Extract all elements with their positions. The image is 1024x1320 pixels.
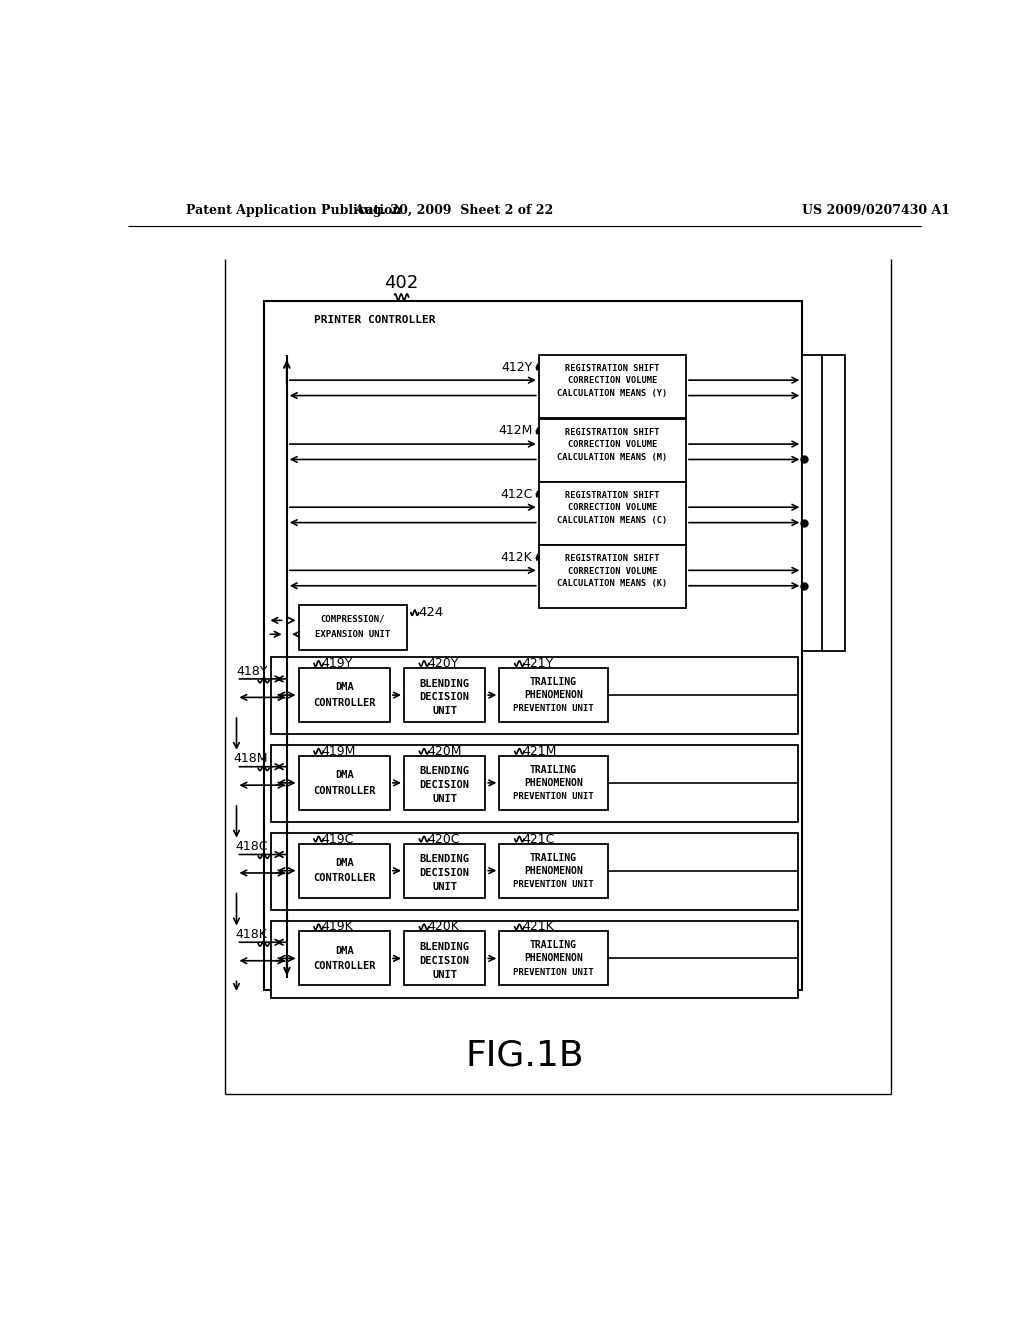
- Text: TRAILING: TRAILING: [530, 764, 577, 775]
- Text: 418Y: 418Y: [237, 665, 267, 677]
- Text: UNIT: UNIT: [432, 706, 457, 717]
- Text: 421M: 421M: [522, 744, 557, 758]
- Text: CALCULATION MEANS (C): CALCULATION MEANS (C): [557, 516, 668, 525]
- Text: 420C: 420C: [427, 833, 460, 846]
- Text: 418C: 418C: [234, 841, 267, 853]
- Text: 419M: 419M: [322, 744, 356, 758]
- Text: 412M: 412M: [498, 425, 532, 437]
- Text: 421Y: 421Y: [522, 657, 554, 671]
- Bar: [802, 355, 845, 651]
- Bar: [403, 932, 485, 985]
- Bar: [403, 668, 485, 722]
- Text: CORRECTION VOLUME: CORRECTION VOLUME: [567, 566, 657, 576]
- Text: PRINTER CONTROLLER: PRINTER CONTROLLER: [314, 315, 435, 325]
- Text: PHENOMENON: PHENOMENON: [524, 953, 583, 964]
- Text: REGISTRATION SHIFT: REGISTRATION SHIFT: [565, 364, 659, 374]
- Text: DMA: DMA: [335, 770, 353, 780]
- Text: PREVENTION UNIT: PREVENTION UNIT: [513, 792, 594, 801]
- Bar: [271, 921, 799, 998]
- Text: PHENOMENON: PHENOMENON: [524, 866, 583, 875]
- Bar: [263, 301, 802, 990]
- Bar: [299, 668, 390, 722]
- Text: 419Y: 419Y: [322, 657, 353, 671]
- Text: Patent Application Publication: Patent Application Publication: [186, 205, 401, 218]
- Text: UNIT: UNIT: [432, 795, 457, 804]
- Text: 412C: 412C: [500, 487, 532, 500]
- Text: PHENOMENON: PHENOMENON: [524, 690, 583, 700]
- Text: PREVENTION UNIT: PREVENTION UNIT: [513, 705, 594, 713]
- Text: DECISION: DECISION: [420, 693, 470, 702]
- Text: CORRECTION VOLUME: CORRECTION VOLUME: [567, 376, 657, 385]
- Text: 418M: 418M: [233, 752, 267, 766]
- Text: CONTROLLER: CONTROLLER: [313, 874, 376, 883]
- Bar: [403, 843, 485, 898]
- Text: CALCULATION MEANS (K): CALCULATION MEANS (K): [557, 579, 668, 587]
- Text: DECISION: DECISION: [420, 780, 470, 791]
- Text: FIG.1B: FIG.1B: [466, 1039, 584, 1072]
- Text: TRAILING: TRAILING: [530, 940, 577, 950]
- Text: 418K: 418K: [236, 928, 267, 941]
- Text: BLENDING: BLENDING: [420, 854, 470, 865]
- Bar: [299, 756, 390, 810]
- Bar: [500, 668, 607, 722]
- Text: PREVENTION UNIT: PREVENTION UNIT: [513, 880, 594, 888]
- Text: PHENOMENON: PHENOMENON: [524, 777, 583, 788]
- Text: 402: 402: [384, 275, 418, 292]
- Text: REGISTRATION SHIFT: REGISTRATION SHIFT: [565, 428, 659, 437]
- Text: CONTROLLER: CONTROLLER: [313, 698, 376, 708]
- Text: BLENDING: BLENDING: [420, 767, 470, 776]
- Text: BLENDING: BLENDING: [420, 678, 470, 689]
- Text: PREVENTION UNIT: PREVENTION UNIT: [513, 968, 594, 977]
- Text: UNIT: UNIT: [432, 882, 457, 892]
- Bar: [403, 756, 485, 810]
- Text: 412Y: 412Y: [502, 360, 532, 374]
- Bar: [271, 833, 799, 909]
- Text: REGISTRATION SHIFT: REGISTRATION SHIFT: [565, 554, 659, 564]
- Bar: [539, 418, 686, 482]
- Text: CONTROLLER: CONTROLLER: [313, 785, 376, 796]
- Text: UNIT: UNIT: [432, 970, 457, 979]
- Bar: [500, 756, 607, 810]
- Bar: [500, 932, 607, 985]
- Text: DMA: DMA: [335, 682, 353, 693]
- Bar: [299, 932, 390, 985]
- Bar: [299, 605, 407, 649]
- Text: EXPANSION UNIT: EXPANSION UNIT: [315, 630, 390, 639]
- Text: CORRECTION VOLUME: CORRECTION VOLUME: [567, 441, 657, 449]
- Text: 420Y: 420Y: [427, 657, 459, 671]
- Text: 412K: 412K: [501, 550, 532, 564]
- Text: REGISTRATION SHIFT: REGISTRATION SHIFT: [565, 491, 659, 500]
- Text: 419K: 419K: [322, 920, 353, 933]
- Text: DMA: DMA: [335, 858, 353, 869]
- Text: CORRECTION VOLUME: CORRECTION VOLUME: [567, 503, 657, 512]
- Text: COMPRESSION/: COMPRESSION/: [321, 614, 385, 623]
- Bar: [500, 843, 607, 898]
- Bar: [539, 545, 686, 609]
- Bar: [539, 355, 686, 418]
- Bar: [299, 843, 390, 898]
- Text: US 2009/0207430 A1: US 2009/0207430 A1: [802, 205, 950, 218]
- Text: DECISION: DECISION: [420, 956, 470, 966]
- Text: 419C: 419C: [322, 833, 354, 846]
- Text: TRAILING: TRAILING: [530, 677, 577, 686]
- Text: TRAILING: TRAILING: [530, 853, 577, 862]
- Text: BLENDING: BLENDING: [420, 942, 470, 952]
- Text: CALCULATION MEANS (M): CALCULATION MEANS (M): [557, 453, 668, 462]
- Text: CONTROLLER: CONTROLLER: [313, 961, 376, 972]
- Text: DMA: DMA: [335, 945, 353, 956]
- Text: CALCULATION MEANS (Y): CALCULATION MEANS (Y): [557, 389, 668, 397]
- Text: 421K: 421K: [522, 920, 554, 933]
- Text: DECISION: DECISION: [420, 869, 470, 878]
- Text: 424: 424: [419, 606, 443, 619]
- Text: 420M: 420M: [427, 744, 462, 758]
- Text: 420K: 420K: [427, 920, 459, 933]
- Bar: [271, 744, 799, 822]
- Text: Aug. 20, 2009  Sheet 2 of 22: Aug. 20, 2009 Sheet 2 of 22: [354, 205, 553, 218]
- Text: 421C: 421C: [522, 833, 555, 846]
- Bar: [271, 657, 799, 734]
- Bar: [539, 482, 686, 545]
